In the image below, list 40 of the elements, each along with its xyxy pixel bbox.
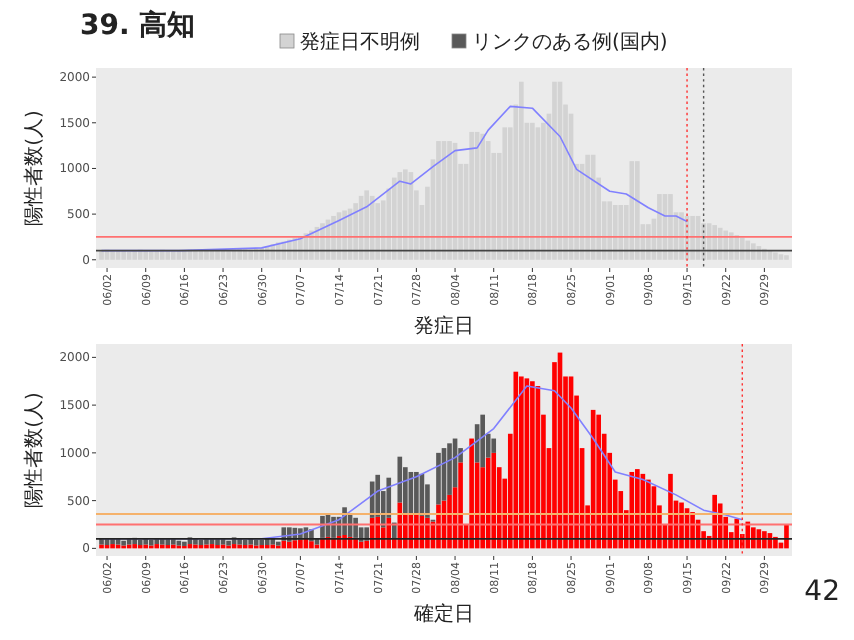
bar — [226, 540, 231, 546]
x-axis-title: 確定日 — [412, 602, 474, 626]
y-axis-title: 陽性者数(人) — [22, 392, 46, 508]
bar — [447, 494, 452, 549]
bar — [259, 539, 265, 546]
bar — [298, 539, 303, 549]
bar — [309, 541, 314, 549]
bar — [513, 371, 519, 549]
bar — [458, 462, 463, 549]
bar — [596, 414, 601, 549]
bar — [635, 469, 640, 549]
bar — [668, 473, 673, 549]
legend-label: 発症日不明例 — [300, 30, 420, 54]
y-axis-title: 陽性者数(人) — [22, 110, 46, 226]
bar — [99, 250, 104, 260]
bar — [436, 504, 441, 549]
bar — [414, 471, 419, 515]
bar — [414, 514, 419, 549]
bar — [485, 457, 491, 549]
bar — [751, 527, 756, 549]
bar — [480, 414, 485, 468]
bar — [253, 539, 259, 546]
bar — [436, 452, 441, 505]
bar — [530, 381, 535, 549]
bar — [491, 438, 497, 453]
bar — [121, 540, 126, 546]
bar — [778, 254, 784, 260]
bar — [281, 540, 287, 549]
bar — [491, 452, 497, 549]
text: 42 — [804, 576, 840, 608]
bar — [148, 539, 154, 546]
bar — [287, 541, 292, 549]
x-axis-title: 発症日 — [414, 314, 474, 338]
chart-title: 39. 高知 — [80, 8, 196, 42]
bar — [519, 376, 524, 549]
legend-label: リンクのある例(国内) — [472, 30, 668, 54]
bar — [469, 438, 474, 549]
bar — [353, 517, 358, 538]
bar — [447, 443, 452, 495]
bar — [137, 539, 143, 546]
